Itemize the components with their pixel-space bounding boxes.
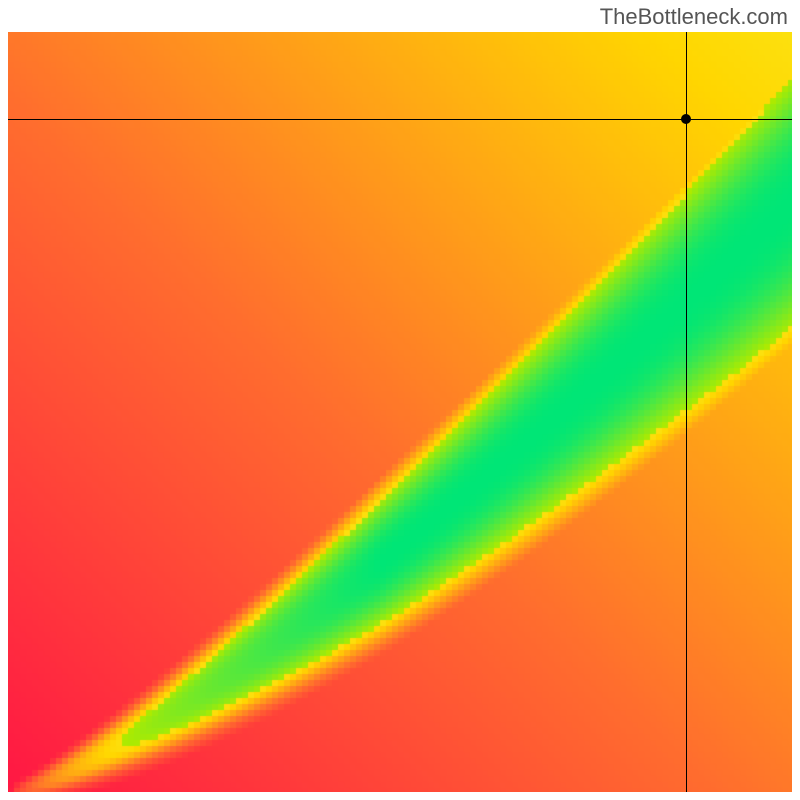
crosshair-horizontal — [8, 119, 792, 120]
crosshair-vertical — [686, 32, 687, 792]
heatmap-canvas — [8, 32, 792, 792]
watermark-text: TheBottleneck.com — [600, 4, 788, 30]
crosshair-dot — [681, 114, 691, 124]
heatmap-chart — [8, 32, 792, 792]
